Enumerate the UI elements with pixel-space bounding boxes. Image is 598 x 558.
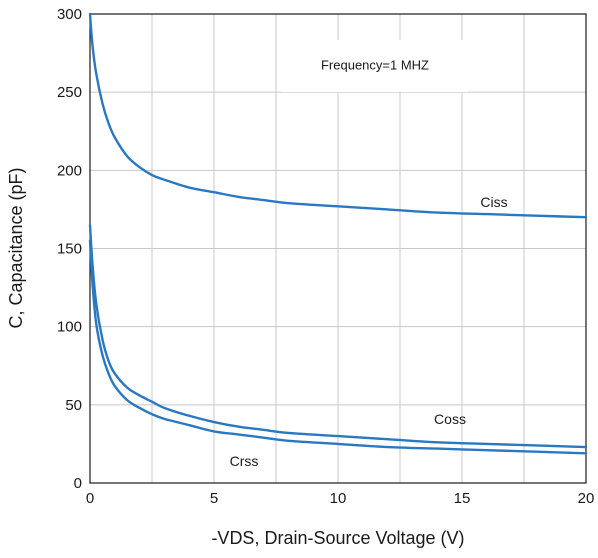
y-axis-title: C, Capacitance (pF)	[6, 167, 26, 328]
y-tick-label: 250	[57, 84, 82, 101]
x-tick-label: 10	[330, 490, 347, 507]
series-label-crss: Crss	[230, 453, 259, 469]
series-labels: Ciss Coss Crss	[230, 194, 508, 469]
series-line-coss	[88, 223, 588, 449]
x-tick-label: 20	[578, 490, 595, 507]
annotation-background	[282, 40, 468, 92]
x-tick-label: 15	[454, 490, 471, 507]
x-tick-label: 5	[210, 490, 218, 507]
series-line-ciss	[88, 12, 588, 219]
y-tick-label: 150	[57, 241, 82, 258]
curves	[88, 12, 588, 455]
y-tick-label: 50	[65, 397, 82, 414]
x-axis-title: -VDS, Drain-Source Voltage (V)	[211, 528, 464, 548]
x-tick-label: 0	[86, 490, 94, 507]
series-line-crss	[88, 239, 588, 455]
y-tick-label: 300	[57, 6, 82, 23]
frequency-annotation: Frequency=1 MHZ	[321, 57, 429, 72]
y-tick-label: 100	[57, 319, 82, 336]
grid-lines	[90, 14, 586, 483]
y-tick-label: 0	[74, 475, 82, 492]
y-tick-label: 200	[57, 162, 82, 179]
series-label-ciss: Ciss	[480, 194, 507, 210]
series-label-coss: Coss	[434, 411, 466, 427]
